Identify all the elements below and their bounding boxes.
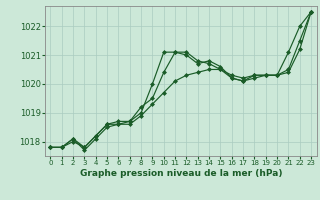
X-axis label: Graphe pression niveau de la mer (hPa): Graphe pression niveau de la mer (hPa) bbox=[80, 169, 282, 178]
